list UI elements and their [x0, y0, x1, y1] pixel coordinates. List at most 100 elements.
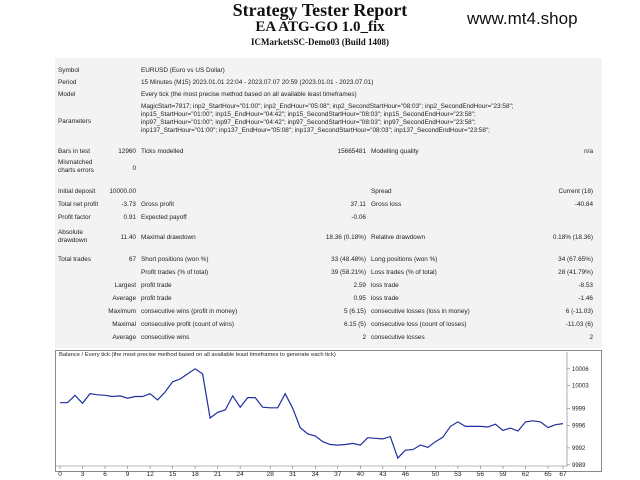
parameters-line: MagicStart=7817; inp2_StartHour="01:00";… — [141, 103, 514, 110]
maximal-consecutive-loss-value: -11.03 (6) — [565, 321, 593, 328]
y-tick-label: 9996 — [572, 423, 586, 429]
model-value: Every tick (the most precise method base… — [141, 91, 357, 98]
profit-trades-value: 39 (58.21%) — [331, 269, 366, 276]
x-tick-label: 40 — [357, 471, 365, 478]
relative-drawdown-value: 0.18% (18.36) — [552, 234, 593, 241]
watermark: www.mt4.shop — [467, 9, 578, 28]
largest-label: Largest — [114, 282, 136, 289]
parameters-line: inp137_StartHour="01:00"; inp137_EndHour… — [141, 127, 490, 134]
profit-factor-label: Profit factor — [58, 214, 91, 221]
largest-loss-label: loss trade — [371, 282, 399, 289]
report-panel — [55, 58, 602, 348]
net-profit-value: -3.73 — [121, 201, 136, 208]
mismatch-value: 0 — [132, 165, 136, 172]
y-tick-label: 9992 — [572, 446, 586, 452]
parameters-line: inp15_StartHour="01:00"; inp15_EndHour="… — [141, 111, 476, 118]
parameters-line: inp97_StartHour="01:00"; inp97_EndHour="… — [141, 119, 476, 126]
largest-profit-value: 2.59 — [353, 282, 366, 289]
long-positions-label: Long positions (won %) — [371, 256, 438, 263]
average-consecutive-losses-value: 2 — [589, 334, 593, 341]
server-name: ICMarketsSC-Demo03 (Build 1408) — [251, 37, 389, 47]
max-consecutive-losses-label: consecutive losses (loss in money) — [371, 308, 470, 315]
x-tick-label: 12 — [146, 471, 154, 478]
largest-profit-label: profit trade — [141, 282, 172, 289]
deposit-value: 10000.00 — [109, 188, 136, 195]
gross-loss-label: Gross loss — [371, 201, 402, 208]
bars-label: Bars in test — [58, 148, 90, 155]
symbol-value: EURUSD (Euro vs US Dollar) — [141, 67, 225, 74]
y-tick-label: 9989 — [572, 463, 586, 469]
short-positions-label: Short positions (won %) — [141, 256, 209, 263]
ticks-label: Ticks modelled — [141, 148, 184, 155]
symbol-label: Symbol — [58, 67, 80, 74]
period-value: 15 Minutes (M15) 2023.01.01 22:04 - 2023… — [141, 79, 374, 86]
deposit-label: Initial deposit — [58, 188, 96, 195]
y-tick-label: 10003 — [572, 384, 589, 390]
average-loss-value: -1.46 — [578, 295, 593, 302]
total-trades-label: Total trades — [58, 256, 92, 263]
balance-chart-frame — [55, 350, 602, 472]
x-tick-label: 37 — [334, 471, 342, 478]
net-profit-label: Total net profit — [58, 201, 99, 208]
spread-value: Current (18) — [558, 188, 593, 195]
maximum-label: Maximum — [108, 308, 136, 315]
largest-loss-value: -8.53 — [578, 282, 593, 289]
y-tick-label: 10006 — [572, 367, 589, 373]
absolute-drawdown-label: Absolute drawdown — [58, 229, 88, 244]
x-tick-label: 0 — [58, 471, 62, 478]
balance-line — [60, 368, 564, 460]
average-profit-value: 0.95 — [353, 295, 366, 302]
x-tick-label: 56 — [477, 471, 485, 478]
max-consecutive-wins-value: 5 (6.15) — [343, 308, 366, 315]
x-tick-label: 24 — [237, 471, 245, 478]
max-consecutive-wins-label: consecutive wins (profit in money) — [141, 308, 238, 315]
average-consecutive-losses-label: consecutive losses — [371, 334, 425, 341]
y-tick-label: 9999 — [572, 406, 586, 412]
x-tick-label: 50 — [432, 471, 440, 478]
gross-profit-value: 37.11 — [350, 201, 366, 208]
spread-label: Spread — [371, 188, 392, 195]
x-tick-label: 28 — [267, 471, 275, 478]
maximal-drawdown-label: Maximal drawdown — [141, 234, 196, 241]
long-positions-value: 34 (67.65%) — [558, 256, 593, 263]
relative-drawdown-label: Relative drawdown — [371, 234, 425, 241]
bars-value: 12960 — [118, 148, 136, 155]
average-consecutive-label: Average — [112, 334, 136, 341]
x-tick-label: 59 — [499, 471, 507, 478]
average-consecutive-wins-label: consecutive wins — [141, 334, 190, 341]
x-tick-label: 65 — [544, 471, 552, 478]
x-tick-label: 3 — [81, 471, 85, 478]
gross-profit-label: Gross profit — [141, 201, 175, 208]
chart-caption: Balance / Every tick (the most precise m… — [59, 352, 336, 358]
period-label: Period — [58, 79, 77, 86]
parameters-label: Parameters — [58, 118, 92, 125]
maximal-label: Maximal — [112, 321, 136, 328]
ticks-value: 15665481 — [337, 148, 366, 155]
model-label: Model — [58, 91, 76, 98]
x-tick-label: 31 — [289, 471, 297, 478]
x-tick-label: 46 — [402, 471, 410, 478]
total-trades-value: 67 — [128, 256, 136, 263]
x-tick-label: 6 — [103, 471, 107, 478]
max-consecutive-losses-value: 6 (-11.03) — [565, 308, 593, 315]
x-tick-label: 53 — [454, 471, 462, 478]
average-consecutive-wins-value: 2 — [362, 334, 366, 341]
x-tick-label: 9 — [126, 471, 130, 478]
loss-trades-value: 28 (41.79%) — [558, 269, 593, 276]
quality-label: Modelling quality — [371, 148, 419, 155]
average-label: Average — [112, 295, 136, 302]
x-tick-label: 34 — [312, 471, 320, 478]
gross-loss-value: -40.84 — [574, 201, 593, 208]
maximal-consecutive-loss-label: consecutive loss (count of losses) — [371, 321, 467, 328]
maximal-consecutive-profit-value: 6.15 (5) — [343, 321, 366, 328]
profit-trades-label: Profit trades (% of total) — [141, 269, 209, 276]
absolute-drawdown-value: 11.40 — [120, 234, 136, 241]
report-title: Strategy Tester Report — [232, 0, 408, 20]
ea-name: EA ATG-GO 1.0_fix — [255, 19, 385, 35]
short-positions-value: 33 (48.48%) — [331, 256, 366, 263]
x-tick-label: 21 — [214, 471, 222, 478]
average-profit-label: profit trade — [141, 295, 172, 302]
x-tick-label: 43 — [379, 471, 387, 478]
x-tick-label: 18 — [192, 471, 200, 478]
